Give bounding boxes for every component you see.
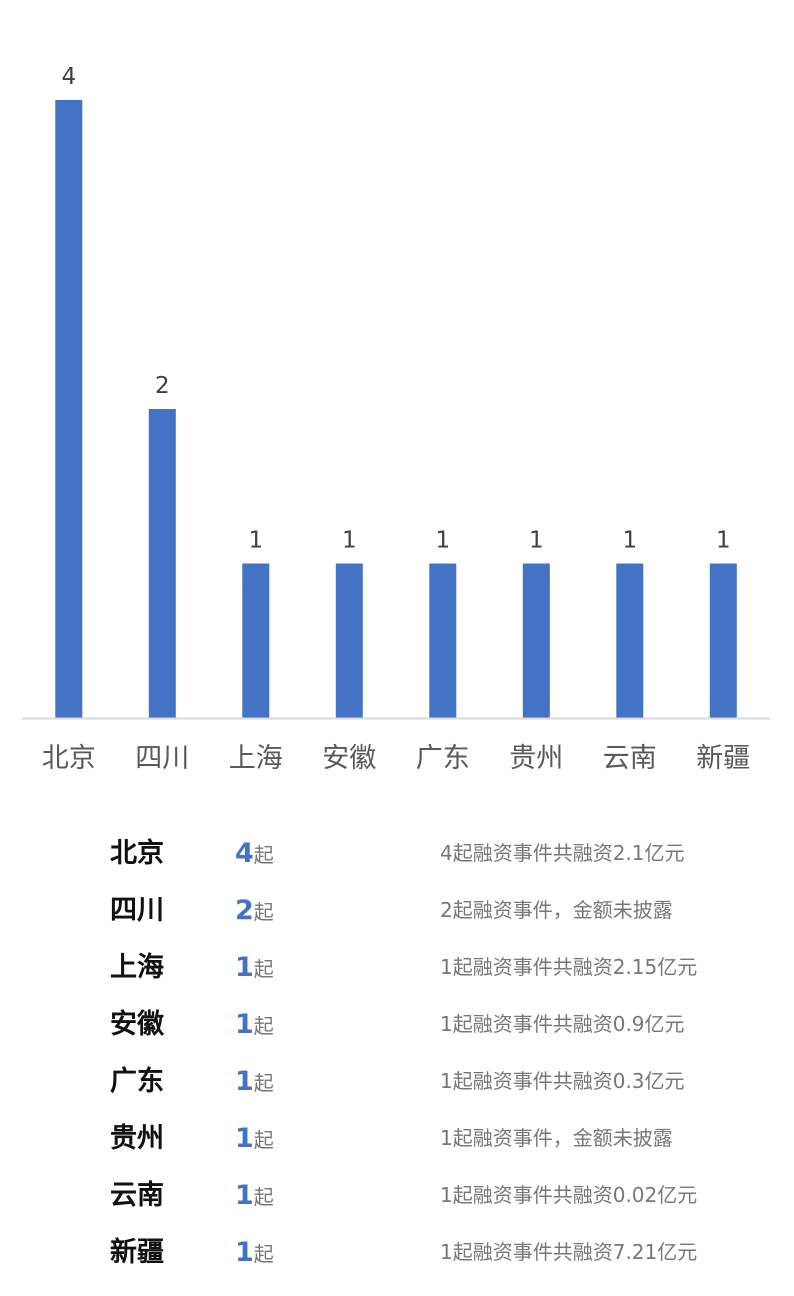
count-unit: 起	[253, 1014, 274, 1038]
count-number: 1	[235, 1123, 254, 1154]
event-count: 1起	[235, 1053, 274, 1110]
summary-row: 贵州 1起 1起融资事件，金额未披露	[0, 1110, 794, 1167]
bar-0	[55, 100, 83, 718]
count-number: 1	[235, 1180, 254, 1211]
event-count: 1起	[235, 1110, 274, 1167]
summary-row: 广东 1起 1起融资事件共融资0.3亿元	[0, 1053, 794, 1110]
count-unit: 起	[253, 1128, 274, 1152]
bar-7	[709, 563, 737, 718]
financing-description: 1起融资事件共融资0.02亿元	[440, 1183, 698, 1207]
data-label: 1	[622, 528, 637, 554]
financing-description: 4起融资事件共融资2.1亿元	[440, 841, 685, 865]
data-label: 1	[248, 528, 263, 554]
data-label: 2	[155, 373, 170, 399]
x-tick-label: 北京	[42, 743, 96, 774]
count-number: 1	[235, 1066, 254, 1097]
bar-3	[335, 563, 363, 718]
region-name: 云南	[110, 1180, 164, 1211]
x-tick-label: 贵州	[509, 743, 563, 774]
summary-row: 新疆 1起 1起融资事件共融资7.21亿元	[0, 1224, 794, 1281]
count-number: 2	[235, 895, 254, 926]
count-unit: 起	[253, 900, 274, 924]
region-name: 北京	[110, 838, 164, 869]
count-unit: 起	[253, 843, 274, 867]
bar-5	[522, 563, 550, 718]
data-label: 1	[435, 528, 450, 554]
bar-chart-svg: 4 北京 2 四川 1 上海 1 安徽 1 广东 1 贵州 1 云南 1 新疆	[22, 64, 770, 774]
event-count: 1起	[235, 1167, 274, 1224]
x-tick-label: 云南	[603, 743, 657, 774]
bar-6	[616, 563, 644, 718]
data-label: 4	[61, 64, 76, 90]
region-name: 四川	[110, 895, 164, 926]
region-name: 上海	[110, 952, 164, 983]
x-tick-label: 上海	[229, 743, 283, 774]
count-number: 1	[235, 1009, 254, 1040]
count-unit: 起	[253, 1242, 274, 1266]
region-name: 贵州	[110, 1123, 164, 1154]
financing-description: 1起融资事件共融资7.21亿元	[440, 1240, 698, 1264]
summary-row: 安徽 1起 1起融资事件共融资0.9亿元	[0, 996, 794, 1053]
summary-row: 上海 1起 1起融资事件共融资2.15亿元	[0, 939, 794, 996]
financing-description: 1起融资事件共融资0.9亿元	[440, 1012, 685, 1036]
region-name: 安徽	[110, 1009, 164, 1040]
event-count: 2起	[235, 882, 274, 939]
region-name: 新疆	[110, 1237, 164, 1268]
financing-description: 1起融资事件，金额未披露	[440, 1126, 673, 1150]
data-label: 1	[716, 528, 731, 554]
summary-row: 四川 2起 2起融资事件，金额未披露	[0, 882, 794, 939]
count-unit: 起	[253, 1185, 274, 1209]
x-tick-label: 广东	[416, 743, 470, 774]
bar-1	[148, 409, 176, 718]
count-number: 1	[235, 1237, 254, 1268]
summary-table: 北京 4起 4起融资事件共融资2.1亿元 四川 2起 2起融资事件，金额未披露 …	[0, 825, 794, 1281]
x-tick-label: 新疆	[696, 743, 750, 774]
region-name: 广东	[110, 1066, 164, 1097]
x-tick-label: 四川	[135, 743, 189, 774]
x-tick-label: 安徽	[322, 743, 376, 774]
summary-row: 北京 4起 4起融资事件共融资2.1亿元	[0, 825, 794, 882]
data-label: 1	[529, 528, 544, 554]
financing-description: 1起融资事件共融资2.15亿元	[440, 955, 698, 979]
count-unit: 起	[253, 957, 274, 981]
event-count: 4起	[235, 825, 274, 882]
data-label: 1	[342, 528, 357, 554]
count-unit: 起	[253, 1071, 274, 1095]
event-count: 1起	[235, 996, 274, 1053]
financing-description: 2起融资事件，金额未披露	[440, 898, 673, 922]
count-number: 4	[235, 838, 254, 869]
bar-chart: 4 北京 2 四川 1 上海 1 安徽 1 广东 1 贵州 1 云南 1 新疆	[22, 64, 770, 774]
count-number: 1	[235, 952, 254, 983]
bar-4	[429, 563, 457, 718]
event-count: 1起	[235, 1224, 274, 1281]
summary-row: 云南 1起 1起融资事件共融资0.02亿元	[0, 1167, 794, 1224]
financing-description: 1起融资事件共融资0.3亿元	[440, 1069, 685, 1093]
event-count: 1起	[235, 939, 274, 996]
bar-2	[242, 563, 270, 718]
